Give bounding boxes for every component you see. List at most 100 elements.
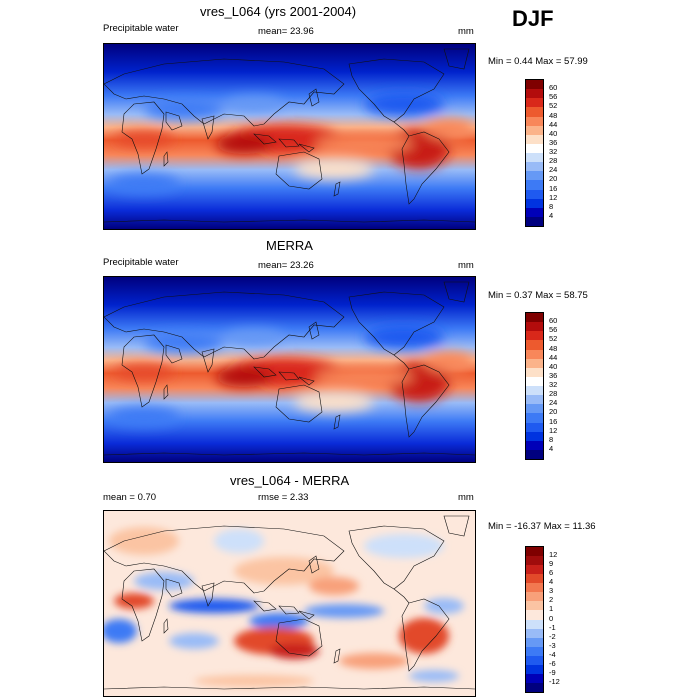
colorbar-tick-label: 32 bbox=[549, 380, 558, 389]
panel1-map bbox=[103, 43, 476, 230]
panel3-colorbar bbox=[525, 546, 544, 693]
colorbar-tick-label: 24 bbox=[549, 398, 558, 408]
season-label: DJF bbox=[512, 6, 554, 31]
panel3-units-label: mm bbox=[458, 492, 474, 503]
colorbar-tick-label: 32 bbox=[549, 147, 558, 156]
colorbar-segment bbox=[526, 216, 543, 226]
colorbar-tick-label: 8 bbox=[549, 201, 554, 211]
colorbar-segment bbox=[526, 619, 543, 629]
panel3-rmse-label: rmse = 2.33 bbox=[258, 492, 309, 503]
panel3-title: vres_L064 - MERRA bbox=[230, 473, 350, 488]
colorbar-segment bbox=[526, 547, 543, 557]
colorbar-segment bbox=[526, 449, 543, 459]
colorbar-segment bbox=[526, 116, 543, 126]
panel2-colorbar bbox=[525, 312, 544, 460]
colorbar-tick-label: 48 bbox=[549, 110, 558, 120]
colorbar-segment bbox=[526, 143, 543, 153]
colorbar-tick-label: 12 bbox=[549, 192, 558, 202]
colorbar-segment bbox=[526, 565, 543, 575]
colorbar-segment bbox=[526, 331, 543, 341]
colorbar-tick-label: 1 bbox=[549, 604, 554, 614]
panel1-mean-label: mean= 23.96 bbox=[258, 26, 314, 37]
colorbar-tick-label: 40 bbox=[549, 128, 558, 138]
colorbar-segment bbox=[526, 637, 543, 647]
colorbar-tick-label: -9 bbox=[549, 667, 556, 677]
colorbar-segment bbox=[526, 673, 543, 683]
colorbar-segment bbox=[526, 395, 543, 405]
colorbar-segment bbox=[526, 134, 543, 144]
colorbar-segment bbox=[526, 574, 543, 584]
colorbar-segment bbox=[526, 89, 543, 99]
colorbar-tick-label: 9 bbox=[549, 559, 554, 569]
colorbar-segment bbox=[526, 556, 543, 566]
colorbar-tick-label: 60 bbox=[549, 83, 558, 93]
colorbar-tick-label: 0 bbox=[549, 613, 554, 623]
panel2-map bbox=[103, 276, 476, 463]
colorbar-segment bbox=[526, 153, 543, 163]
colorbar-tick-label: -4 bbox=[549, 649, 556, 659]
colorbar-tick-label: 6 bbox=[549, 568, 554, 578]
colorbar-tick-label: 36 bbox=[549, 370, 558, 380]
colorbar-segment bbox=[526, 171, 543, 181]
colorbar-tick-label: 12 bbox=[549, 425, 558, 435]
colorbar-tick-label: -12 bbox=[549, 676, 560, 686]
panel1-minmax-label: Min = 0.44 Max = 57.99 bbox=[488, 56, 588, 67]
colorbar-segment bbox=[526, 431, 543, 441]
colorbar-tick-label: 40 bbox=[549, 361, 558, 371]
panel3-map bbox=[103, 510, 476, 697]
colorbar-segment bbox=[526, 198, 543, 208]
colorbar-segment bbox=[526, 125, 543, 135]
colorbar-segment bbox=[526, 340, 543, 350]
colorbar-tick-label: -3 bbox=[549, 640, 556, 650]
colorbar-segment bbox=[526, 610, 543, 620]
colorbar-tick-label: 20 bbox=[549, 407, 558, 417]
colorbar-tick-label: 52 bbox=[549, 334, 558, 344]
colorbar-segment bbox=[526, 583, 543, 593]
colorbar-segment bbox=[526, 386, 543, 396]
colorbar-segment bbox=[526, 655, 543, 665]
colorbar-tick-label: 12 bbox=[549, 550, 558, 560]
colorbar-tick-label: 56 bbox=[549, 92, 558, 102]
panel2-title: MERRA bbox=[266, 238, 313, 253]
colorbar-tick-label: 52 bbox=[549, 101, 558, 111]
panel3-field bbox=[104, 511, 475, 696]
colorbar-tick-label: 28 bbox=[549, 389, 558, 399]
colorbar-tick-label: -1 bbox=[549, 622, 556, 632]
colorbar-segment bbox=[526, 440, 543, 450]
colorbar-tick-label: 4 bbox=[549, 210, 554, 220]
colorbar-tick-label: 44 bbox=[549, 119, 558, 129]
panel2-variable-label: Precipitable water bbox=[103, 257, 179, 268]
colorbar-tick-label: 16 bbox=[549, 183, 558, 193]
colorbar-tick-label: 44 bbox=[549, 352, 558, 362]
colorbar-segment bbox=[526, 601, 543, 611]
panel2-minmax-label: Min = 0.37 Max = 58.75 bbox=[488, 290, 588, 301]
colorbar-tick-label: 56 bbox=[549, 325, 558, 335]
colorbar-tick-label: 4 bbox=[549, 443, 554, 453]
colorbar-segment bbox=[526, 98, 543, 108]
colorbar-segment bbox=[526, 313, 543, 323]
colorbar-segment bbox=[526, 80, 543, 90]
colorbar-segment bbox=[526, 404, 543, 414]
panel1-field bbox=[104, 44, 475, 229]
colorbar-segment bbox=[526, 646, 543, 656]
colorbar-segment bbox=[526, 422, 543, 432]
colorbar-tick-label: 20 bbox=[549, 174, 558, 184]
colorbar-tick-label: 28 bbox=[549, 156, 558, 166]
colorbar-tick-label: 24 bbox=[549, 165, 558, 175]
colorbar-segment bbox=[526, 376, 543, 386]
colorbar-segment bbox=[526, 367, 543, 377]
colorbar-segment bbox=[526, 180, 543, 190]
colorbar-segment bbox=[526, 207, 543, 217]
panel2-units-label: mm bbox=[458, 260, 474, 271]
colorbar-segment bbox=[526, 322, 543, 332]
colorbar-tick-label: -2 bbox=[549, 631, 556, 641]
colorbar-tick-label: 36 bbox=[549, 137, 558, 147]
panel1-colorbar bbox=[525, 79, 544, 227]
colorbar-segment bbox=[526, 162, 543, 172]
panel3-mean-label: mean = 0.70 bbox=[103, 492, 157, 503]
colorbar-segment bbox=[526, 107, 543, 117]
colorbar-tick-label: 8 bbox=[549, 434, 554, 444]
colorbar-tick-label: -6 bbox=[549, 658, 556, 668]
colorbar-tick-label: 3 bbox=[549, 586, 554, 596]
colorbar-segment bbox=[526, 682, 543, 692]
